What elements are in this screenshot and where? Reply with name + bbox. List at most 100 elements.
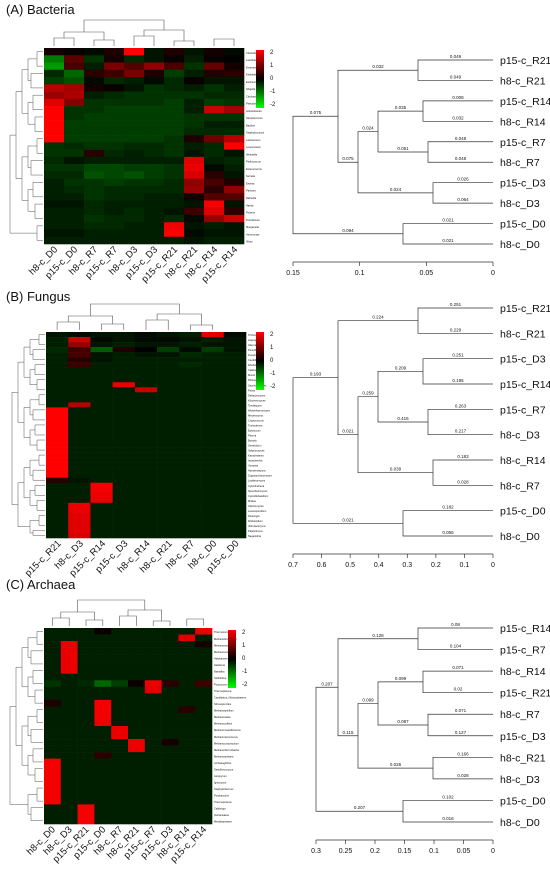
heatmap-cell [224, 185, 245, 194]
heatmap-cell [144, 69, 165, 78]
heatmap-cell [223, 402, 247, 408]
row-dendrogram-branch [38, 334, 45, 345]
heatmap-cell [164, 149, 185, 158]
row-dendrogram-branch [34, 689, 43, 704]
heatmap-cell [223, 437, 247, 443]
branch-length-label: 0.026 [390, 762, 402, 767]
branch-length-label: 0.224 [372, 315, 384, 320]
heatmap-cell [134, 487, 158, 494]
heatmap-cell [178, 693, 196, 701]
column-dendrogram-branch [60, 611, 95, 620]
heatmap-cell [44, 771, 62, 779]
heatmap-cell [223, 472, 247, 479]
heatmap-cell [46, 432, 69, 438]
row-label: Desulfurococcus [214, 767, 234, 771]
heatmap-cell [157, 362, 180, 368]
heatmap-cell [201, 447, 225, 453]
heatmap-cell [204, 164, 225, 172]
heatmap-cell [84, 69, 105, 78]
branch-length-label: 0.048 [455, 136, 467, 141]
heatmap-cell [94, 797, 112, 805]
heatmap-cell [224, 62, 245, 71]
heatmap-cell [90, 347, 113, 353]
heatmap-cell [68, 497, 91, 504]
heatmap-cell [179, 417, 202, 423]
heatmap-cell [68, 342, 91, 348]
heatmap-cell [178, 732, 196, 740]
heatmap-cell [184, 69, 205, 78]
heatmap-cell [179, 447, 202, 453]
color-key-tick: 1 [270, 345, 274, 351]
heatmap-cell [112, 457, 136, 463]
heatmap-cell [134, 517, 158, 524]
heatmap-cell [84, 98, 105, 107]
heatmap-cell [68, 352, 91, 358]
heatmap-cell [90, 447, 113, 453]
heatmap-cell [164, 164, 185, 172]
heatmap-cell [157, 332, 180, 338]
heatmap-cell [84, 200, 105, 209]
color-key-tick: -2 [270, 102, 276, 108]
row-dendrogram-branch [36, 500, 45, 511]
heatmap-cell [164, 222, 185, 230]
heatmap-cell [112, 487, 136, 494]
heatmap-cell [60, 654, 78, 661]
heatmap-cell [90, 402, 113, 408]
heatmap-cell [64, 193, 85, 201]
heatmap-cell [204, 185, 225, 194]
heatmap-cell [77, 732, 95, 740]
heatmap-cell [111, 810, 129, 818]
heatmap-cell [204, 98, 225, 107]
heatmap-cell [90, 462, 113, 468]
heatmap-cell [134, 447, 158, 453]
heatmap-cell [94, 739, 112, 746]
heatmap-cell [124, 113, 145, 121]
heatmap-cell [68, 337, 91, 343]
heatmap-cell [134, 367, 158, 373]
heatmap-cell [178, 791, 196, 799]
heatmap-cell [128, 745, 146, 753]
heatmap-cell [112, 362, 136, 368]
row-label: Meyerozyma [248, 413, 263, 417]
heatmap-cell [94, 719, 112, 727]
heatmap-cell [224, 222, 245, 230]
heatmap-cell [134, 507, 158, 514]
heatmap-cell [144, 641, 162, 648]
leaf-label: p15-c_R21 [500, 303, 550, 315]
heatmap-cell [144, 77, 165, 85]
row-dendrogram-branch [23, 467, 30, 499]
heatmap-cell [161, 699, 179, 707]
row-label: Clostridium [246, 51, 259, 55]
heatmap-cell [184, 55, 205, 63]
heatmap-cell [60, 739, 78, 746]
heatmap-cell [124, 156, 145, 165]
heatmap-cell [224, 142, 245, 150]
heatmap-cell [157, 407, 180, 413]
branch-length-label: 0.064 [457, 197, 469, 202]
heatmap-cell [157, 437, 180, 443]
heatmap-cell [112, 472, 136, 479]
heatmap-cell [179, 342, 202, 348]
row-label: Methanobrevibacter [214, 637, 237, 641]
row-label: Kazachstania [248, 454, 264, 458]
color-key-tick: 1 [242, 643, 246, 649]
heatmap-cell [124, 91, 145, 100]
heatmap-cell [201, 417, 225, 423]
heatmap-cell [46, 407, 69, 413]
heatmap-cell [161, 810, 179, 818]
heatmap-cell [144, 214, 165, 223]
heatmap-cell [134, 522, 158, 529]
heatmap-cell [60, 628, 78, 635]
heatmap-cell [144, 120, 165, 129]
row-dendrogram-branch [21, 647, 28, 688]
heatmap-cell [179, 477, 202, 484]
row-label: Staphylococcus [246, 131, 265, 135]
row-dendrogram-branch [32, 530, 45, 536]
heatmap-cell [60, 745, 78, 753]
heatmap-cell [223, 377, 247, 383]
heatmap-cell [128, 817, 146, 825]
leaf-label: h8-c_R7 [500, 157, 540, 169]
row-label: Methanosaeta [214, 715, 231, 719]
heatmap-cell [68, 357, 91, 363]
heatmap-cell [134, 437, 158, 443]
